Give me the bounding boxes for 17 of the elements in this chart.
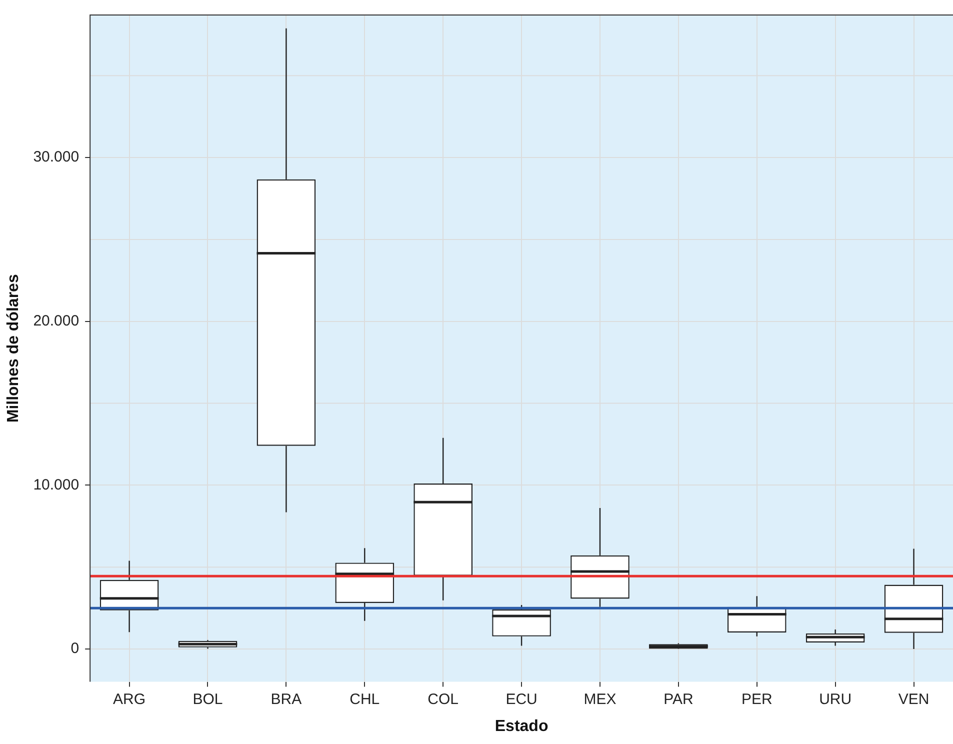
y-tick-label: 30.000: [33, 148, 80, 166]
y-tick-label: 20.000: [33, 312, 80, 330]
y-tick-label: 0: [70, 640, 80, 658]
x-tick-label: PER: [741, 690, 772, 708]
x-tick-label: VEN: [898, 690, 930, 708]
x-tick-label: BRA: [270, 690, 302, 708]
x-tick-label: ARG: [113, 690, 146, 708]
x-tick-label: URU: [819, 690, 852, 708]
x-tick-label: CHL: [350, 690, 380, 708]
x-tick-label: ECU: [506, 690, 538, 708]
x-tick-label: BOL: [192, 690, 223, 708]
y-axis-title: Millones de dólares: [5, 274, 22, 423]
x-tick-label: COL: [428, 690, 459, 708]
x-tick-label: MEX: [584, 690, 616, 708]
y-tick-label: 10.000: [33, 476, 80, 494]
x-tick-label: PAR: [664, 690, 694, 708]
x-axis-title: Estado: [494, 718, 548, 735]
